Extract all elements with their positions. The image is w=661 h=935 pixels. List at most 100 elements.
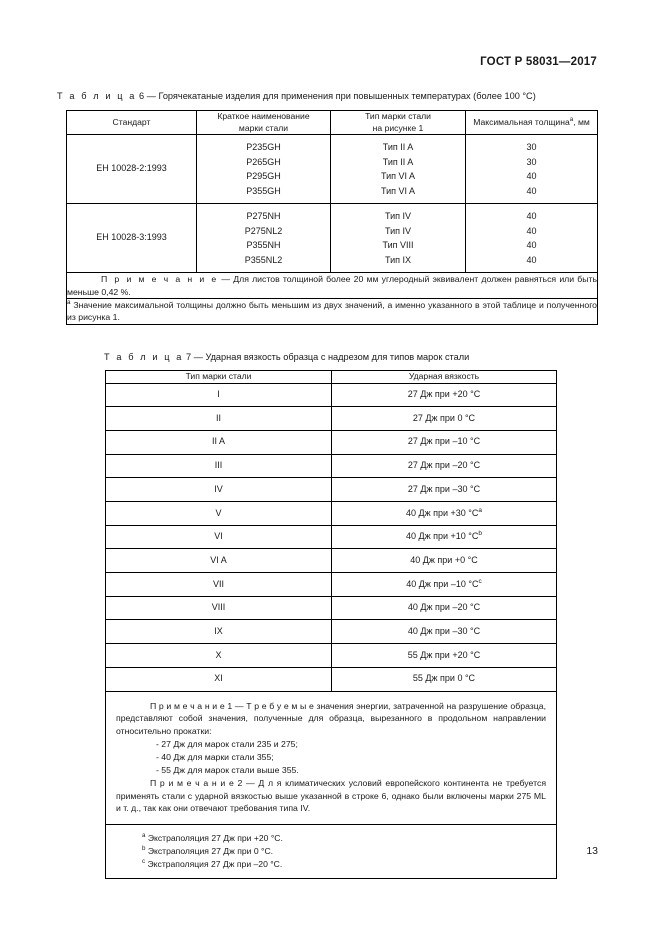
table-7-steel-type-cell: VI A [105, 548, 332, 574]
footnote-marker: a [478, 506, 482, 514]
toughness-value: 27 Дж при –10 °C [407, 436, 481, 447]
table-7-header-row: Тип марки стали Ударная вязкость [105, 370, 557, 384]
table-7-note-2-label: П р и м е ч а н и е 2 — [150, 777, 255, 788]
document-header-standard-id: ГОСТ Р 58031—2017 [480, 56, 597, 68]
table-6-col-thickness-unit: , мм [573, 116, 590, 127]
toughness-value: 40 Дж при +30 °C [405, 507, 479, 518]
table-7-steel-type-cell: XI [105, 666, 332, 692]
footnote-text: Экстраполяция 27 Дж при 0 °C. [147, 845, 274, 856]
cell-line: Тип IV [384, 225, 411, 236]
table-6-col-type-line1: Тип марки стали [365, 111, 431, 121]
table-6-caption-label: Т а б л и ц а [57, 91, 137, 101]
table-7-col-toughness: Ударная вязкость [331, 370, 557, 384]
table-7-steel-type-cell: II [105, 406, 332, 431]
table-6-type-cell: Тип IV Тип IV Тип VIII Тип IX [330, 203, 466, 274]
table-7-note-1-text: значения энергии, затраченной на разруше… [116, 700, 547, 736]
table-row: IX 40 Дж при –30 °C [105, 619, 557, 645]
cell-line: P295GH [246, 171, 281, 182]
table-7-footnotes-row: a Экстраполяция 27 Дж при +20 °C. b Экст… [105, 823, 557, 880]
table-7-note-2-emphasis: Д л я [258, 777, 282, 788]
table-6-header-row: Стандарт Краткое наименование марки стал… [66, 109, 598, 136]
table-7-notes: П р и м е ч а н и е 1 — Т р е б у е м ы … [105, 690, 557, 825]
table-6-footnote-marker: a [67, 298, 71, 306]
table-6-note-text: — Для листов толщиной более 20 мм углеро… [67, 274, 597, 297]
toughness-value: 40 Дж при –20 °C [407, 602, 481, 613]
table-6-caption-text: — Горячекатаные изделия для применения п… [146, 91, 536, 101]
table-7-steel-type-cell: VII [105, 572, 332, 597]
footnote-item: b Экстраполяция 27 Дж при 0 °C. [116, 845, 546, 858]
cell-line: Тип VIII [382, 240, 414, 251]
table-7-footnotes: a Экстраполяция 27 Дж при +20 °C. b Экст… [105, 823, 557, 880]
table-6-grade-cell: P275NH P275NL2 P355NH P355NL2 [196, 203, 331, 274]
footnote-marker: c [478, 577, 482, 585]
table-6-note: П р и м е ч а н и е — Для листов толщино… [66, 272, 598, 299]
cell-line: Тип VI A [380, 171, 415, 182]
cell-line: 30 [526, 142, 537, 153]
table-6-footnote-text: Значение максимальной толщины должно быт… [67, 299, 597, 323]
table-6-col-grade: Краткое наименование марки стали [196, 109, 331, 136]
footnote-marker: b [142, 844, 146, 852]
table-7-note-1-emphasis: Т р е б у е м ы е [246, 700, 314, 711]
table-row: VI 40 Дж при +10 °Cb [105, 524, 557, 550]
footnote-text: Экстраполяция 27 Дж при +20 °C. [147, 832, 283, 843]
table-7-toughness-cell: 40 Дж при +10 °Cb [331, 524, 557, 550]
table-7-note-1-label: П р и м е ч а н и е 1 — [150, 700, 244, 711]
cell-line: 40 [526, 240, 537, 251]
table-row: ЕН 10028-3:1993 P275NH P275NL2 P355NH P3… [66, 203, 598, 274]
page-number: 13 [586, 845, 598, 857]
table-7: Тип марки стали Ударная вязкость I 27 Дж … [105, 370, 557, 880]
table-7-toughness-cell: 40 Дж при –30 °C [331, 619, 557, 645]
table-7-footnote-list: a Экстраполяция 27 Дж при +20 °C. b Экст… [116, 832, 546, 871]
toughness-value: 27 Дж при –30 °C [407, 483, 481, 494]
footnote-marker: c [142, 857, 146, 865]
table-7-note-2: П р и м е ч а н и е 2 — Д л я климатичес… [116, 777, 546, 815]
list-item: - 40 Дж для марки стали 355; [156, 752, 274, 763]
cell-line: 40 [526, 254, 537, 265]
toughness-value: 40 Дж при –30 °C [407, 625, 481, 636]
cell-line: P355NL2 [244, 254, 283, 265]
table-7-toughness-cell: 55 Дж при +20 °C [331, 643, 557, 668]
cell-line: 40 [526, 211, 537, 222]
table-7-steel-type-cell: I [105, 382, 332, 408]
table-row: V 40 Дж при +30 °Ca [105, 501, 557, 526]
table-row: II A 27 Дж при –10 °C [105, 429, 557, 455]
table-row: ЕН 10028-2:1993 P235GH P265GH P295GH P35… [66, 134, 598, 205]
cell-line: 30 [526, 156, 537, 167]
table-7-toughness-cell: 40 Дж при –10 °Cc [331, 572, 557, 597]
table-6-col-type: Тип марки стали на рисунке 1 [330, 109, 466, 136]
table-6-footnote-row: a Значение максимальной толщины должно б… [66, 297, 598, 325]
cell-line: P275NH [246, 211, 281, 222]
table-7-toughness-cell: 27 Дж при –30 °C [331, 477, 557, 503]
cell-line: P355GH [246, 185, 281, 196]
table-6-col-thickness-text: Максимальная толщина [473, 116, 570, 127]
footnote-marker: b [478, 530, 482, 538]
table-row: I 27 Дж при +20 °C [105, 382, 557, 408]
table-7-col-steel-type: Тип марки стали [105, 370, 332, 384]
footnote-marker: a [142, 831, 146, 839]
table-7-toughness-cell: 27 Дж при +20 °C [331, 382, 557, 408]
cell-line: P235GH [246, 142, 281, 153]
table-6-caption: Т а б л и ц а 6 — Горячекатаные изделия … [57, 90, 536, 102]
table-7-note-1-list: - 27 Дж для марок стали 235 и 275; - 40 … [116, 738, 546, 777]
table-row: IV 27 Дж при –30 °C [105, 477, 557, 503]
table-7-toughness-cell: 40 Дж при +0 °C [331, 548, 557, 574]
toughness-value: 40 Дж при +0 °C [410, 554, 478, 565]
table-7-toughness-cell: 40 Дж при –20 °C [331, 595, 557, 621]
table-7-steel-type-cell: X [105, 643, 332, 668]
table-row: X 55 Дж при +20 °C [105, 643, 557, 668]
cell-line: P355NH [246, 240, 281, 251]
cell-line: P265GH [246, 156, 281, 167]
table-6-note-row: П р и м е ч а н и е — Для листов толщино… [66, 272, 598, 299]
table-6-grade-cell: P235GH P265GH P295GH P355GH [196, 134, 331, 205]
table-6-type-cell: Тип II A Тип II A Тип VI A Тип VI A [330, 134, 466, 205]
table-6: Стандарт Краткое наименование марки стал… [66, 109, 598, 325]
cell-line: Тип IX [384, 254, 411, 265]
cell-line: Тип IV [384, 211, 411, 222]
table-7-caption-number: 7 [186, 352, 192, 362]
table-7-toughness-cell: 40 Дж при +30 °Ca [331, 501, 557, 526]
list-item: - 55 Дж для марок стали выше 355. [156, 765, 299, 776]
cell-line: Тип VI A [380, 185, 415, 196]
table-6-col-grade-line1: Краткое наименование [217, 111, 310, 121]
table-6-thickness-cell: 40 40 40 40 [465, 203, 598, 274]
table-7-note-1: П р и м е ч а н и е 1 — Т р е б у е м ы … [116, 700, 546, 738]
